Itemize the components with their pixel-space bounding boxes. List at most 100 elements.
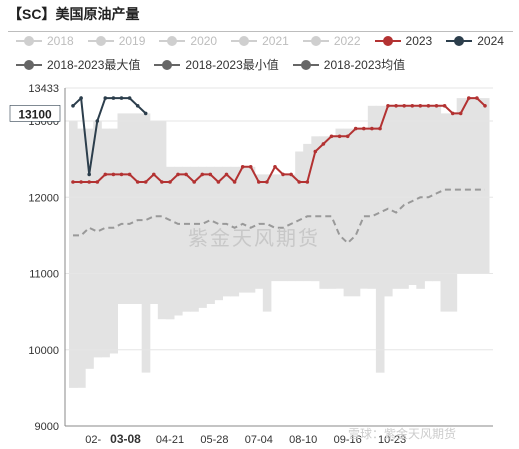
legend-label: 2019 bbox=[118, 34, 146, 48]
range-bar bbox=[133, 113, 143, 305]
series-point-2023 bbox=[240, 165, 245, 169]
series-point-2023 bbox=[79, 180, 83, 184]
series-point-2023 bbox=[458, 111, 463, 116]
y-tick-label: 13433 bbox=[28, 83, 59, 95]
range-bar bbox=[335, 128, 345, 289]
legend-marker-icon bbox=[154, 59, 181, 71]
series-point-2023 bbox=[103, 172, 108, 177]
legend-label: 2018-2023最小值 bbox=[185, 58, 279, 72]
series-point-2023 bbox=[95, 180, 100, 184]
series-point-2023 bbox=[313, 149, 318, 154]
legend-item-2024[interactable]: 2024 bbox=[446, 34, 504, 48]
series-point-2023 bbox=[305, 180, 310, 184]
series-point-2023 bbox=[321, 142, 326, 146]
legend-label: 2018-2023均值 bbox=[323, 58, 406, 72]
y-tick-label: 10000 bbox=[28, 345, 59, 357]
series-point-2023 bbox=[434, 104, 439, 108]
series-point-2023 bbox=[394, 104, 398, 108]
range-bar bbox=[359, 128, 369, 289]
range-bar bbox=[149, 121, 159, 304]
legend-label: 2018 bbox=[47, 34, 74, 48]
legend-label: 2020 bbox=[190, 34, 218, 48]
series-point-2023 bbox=[378, 126, 382, 131]
series-point-2023 bbox=[386, 104, 390, 108]
x-tick-label: 09-16 bbox=[334, 434, 362, 446]
legend-item-2018-2023最大值[interactable]: 2018-2023最大值 bbox=[16, 56, 140, 73]
series-point-2023 bbox=[297, 180, 302, 184]
y-tick-label: 9000 bbox=[35, 421, 59, 433]
footer-watermark: 雪球：紫金天风期货 bbox=[348, 426, 456, 441]
y-tick-label: 11000 bbox=[29, 269, 59, 281]
range-bar bbox=[327, 136, 337, 289]
legend-item-2020[interactable]: 2020 bbox=[159, 34, 217, 48]
legend-item-2023[interactable]: 2023 bbox=[374, 34, 432, 48]
series-point-2024 bbox=[119, 96, 124, 100]
series-point-2024 bbox=[95, 119, 100, 123]
legend-marker-icon bbox=[159, 35, 186, 47]
x-tick-label: 10-23 bbox=[378, 434, 406, 446]
legend-marker-icon bbox=[374, 35, 401, 47]
legend-item-2018-2023均值[interactable]: 2018-2023均值 bbox=[292, 56, 406, 73]
series-point-2023 bbox=[345, 134, 350, 139]
legend-item-2021[interactable]: 2021 bbox=[231, 34, 289, 48]
current-value-label: 13100 bbox=[18, 107, 52, 121]
series-point-2023 bbox=[475, 96, 479, 100]
series-point-2024 bbox=[71, 104, 75, 108]
series-point-2023 bbox=[143, 180, 148, 184]
x-tick-label: 02- bbox=[85, 434, 101, 446]
range-bar bbox=[206, 166, 215, 304]
legend-marker-icon bbox=[87, 35, 114, 47]
range-bar bbox=[464, 98, 474, 274]
range-bar bbox=[93, 121, 102, 358]
legend-item-2022[interactable]: 2022 bbox=[302, 34, 361, 48]
range-bar bbox=[246, 166, 256, 293]
series-point-2023 bbox=[289, 172, 293, 177]
range-bar bbox=[319, 136, 328, 289]
range-bar bbox=[165, 166, 175, 320]
range-bar bbox=[69, 121, 78, 388]
range-bar bbox=[198, 166, 207, 308]
x-tick-label: 08-10 bbox=[289, 434, 317, 446]
x-tick-label: 07-04 bbox=[245, 434, 273, 446]
range-bar bbox=[424, 105, 433, 282]
range-bar bbox=[262, 174, 272, 312]
range-bar bbox=[85, 128, 94, 369]
series-point-2023 bbox=[208, 172, 213, 177]
x-tick-label: 04-21 bbox=[156, 434, 184, 446]
series-line-2023 bbox=[73, 97, 486, 184]
series-point-2024 bbox=[111, 96, 116, 100]
series-point-2023 bbox=[265, 180, 269, 184]
title-divider bbox=[8, 31, 513, 32]
range-bar bbox=[375, 105, 385, 373]
legend-row-years: 2018 2019 2020 2021 2022 2023 2024 bbox=[16, 34, 518, 50]
range-bar bbox=[295, 151, 304, 282]
legend-item-2018-2023最小值[interactable]: 2018-2023最小值 bbox=[154, 56, 279, 73]
legend-item-2018[interactable]: 2018 bbox=[16, 34, 74, 48]
legend-item-2019[interactable]: 2019 bbox=[87, 34, 146, 48]
series-point-2024 bbox=[87, 172, 91, 177]
series-point-2023 bbox=[450, 111, 455, 116]
series-point-2023 bbox=[135, 180, 140, 184]
range-bar bbox=[222, 166, 232, 297]
series-point-2023 bbox=[119, 172, 124, 177]
series-point-2023 bbox=[273, 165, 277, 169]
series-point-2023 bbox=[442, 104, 447, 108]
series-point-2023 bbox=[160, 180, 164, 184]
series-point-2023 bbox=[248, 165, 253, 169]
range-bar bbox=[351, 128, 361, 297]
legend-label: 2022 bbox=[333, 34, 361, 48]
series-point-2024 bbox=[135, 104, 140, 108]
series-point-2023 bbox=[176, 172, 180, 177]
series-point-2023 bbox=[200, 172, 205, 177]
series-lines bbox=[71, 95, 487, 245]
series-point-2023 bbox=[257, 180, 261, 184]
current-value-box bbox=[9, 105, 61, 122]
range-bar bbox=[472, 98, 482, 274]
range-bar bbox=[456, 98, 466, 274]
range-bar bbox=[270, 174, 280, 282]
range-bar bbox=[109, 128, 118, 354]
series-point-2023 bbox=[127, 172, 132, 177]
range-bar bbox=[182, 166, 191, 312]
